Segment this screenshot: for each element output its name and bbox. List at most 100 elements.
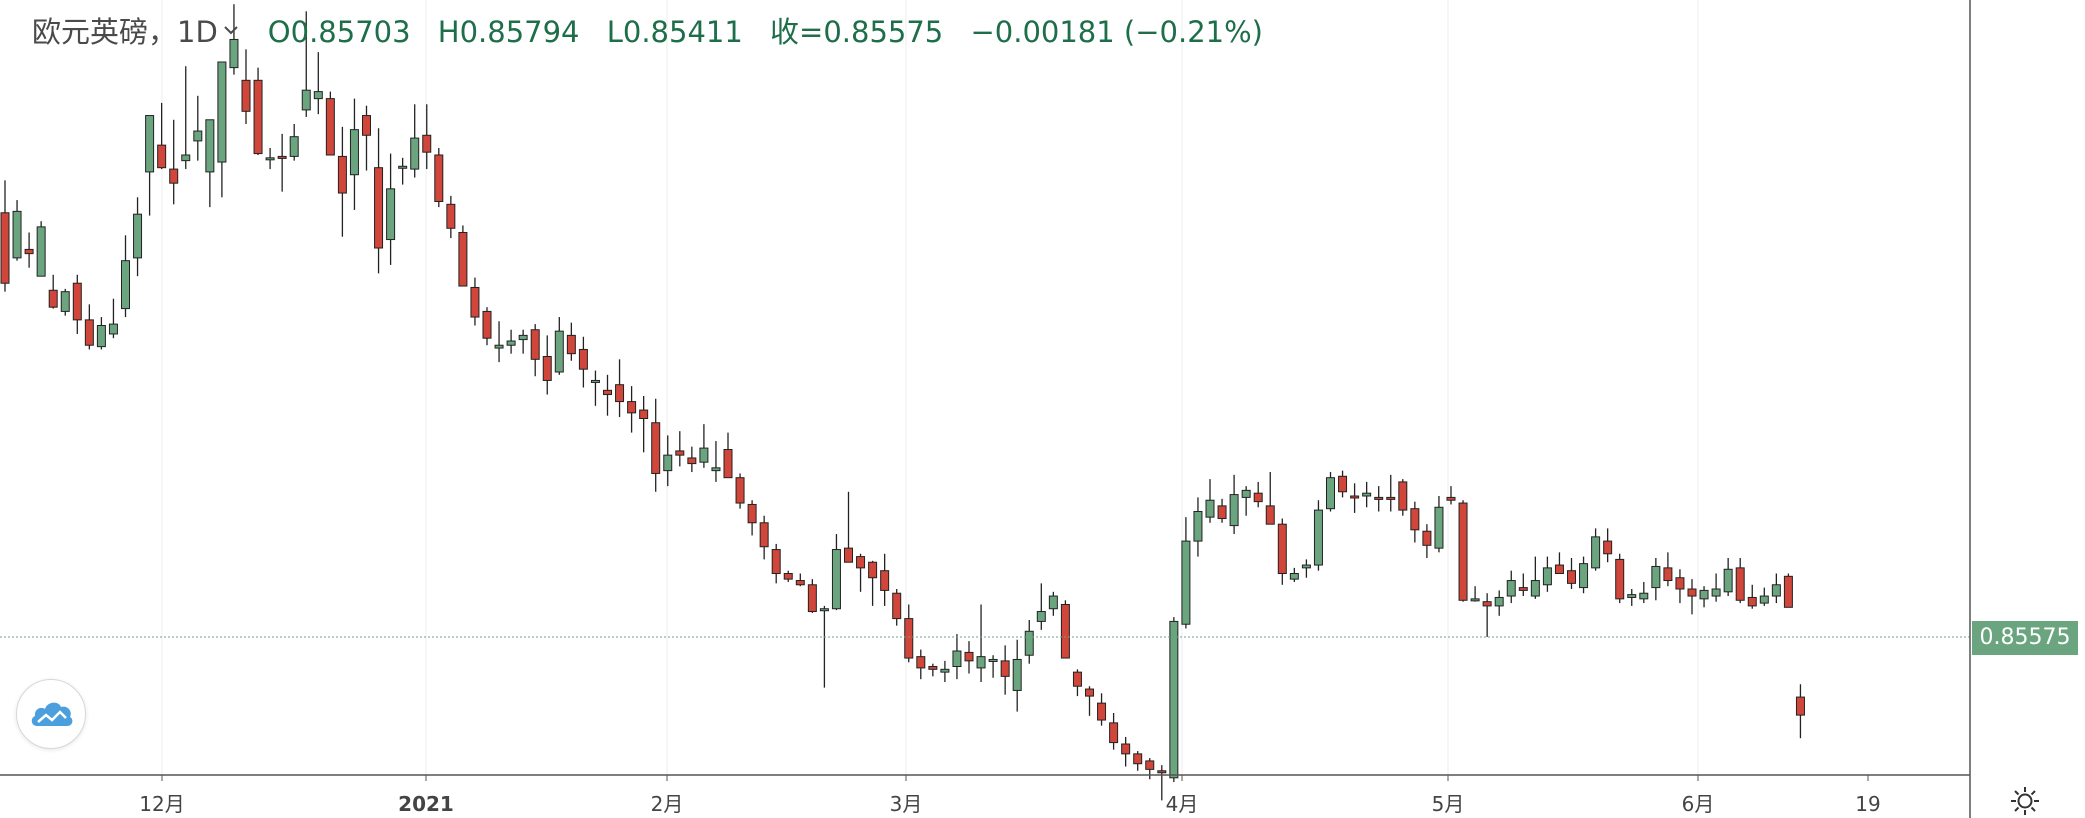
candle — [1265, 472, 1275, 525]
candle-body-down — [916, 656, 926, 669]
candle — [1229, 474, 1239, 535]
candle-body-up — [494, 344, 504, 349]
candle — [1277, 518, 1287, 585]
candle — [554, 317, 564, 375]
candle-body-down — [675, 450, 685, 456]
candle — [1783, 573, 1793, 608]
candle-body-down — [1554, 564, 1564, 575]
candle-body-up — [711, 467, 721, 472]
candle — [386, 153, 396, 265]
candle — [856, 553, 866, 592]
candle-body-down — [1109, 722, 1119, 744]
candle-body-up — [1723, 568, 1733, 593]
candle — [844, 491, 853, 563]
candle — [639, 395, 649, 453]
candle-body-down — [1060, 604, 1070, 659]
candle — [1048, 591, 1058, 616]
candle — [337, 126, 347, 237]
candle — [1000, 645, 1010, 695]
candle-body-up — [1169, 620, 1179, 779]
candle — [84, 304, 94, 350]
candle — [1627, 589, 1637, 606]
candle — [928, 663, 938, 677]
candle — [711, 441, 721, 482]
candle — [241, 49, 251, 124]
candle-body-down — [470, 286, 480, 318]
candle-body-up — [1241, 489, 1251, 498]
candle — [1615, 553, 1625, 604]
candle-body-up — [518, 334, 528, 341]
candle — [482, 307, 492, 346]
candle — [904, 604, 914, 663]
candle — [434, 147, 444, 208]
candle — [48, 274, 58, 309]
candle-body-down — [337, 155, 347, 194]
candle — [1169, 617, 1179, 783]
candle — [651, 398, 661, 492]
candle-body-up — [1012, 658, 1022, 691]
candle-body-down — [1615, 558, 1625, 600]
candle — [193, 95, 203, 161]
candle-body-down — [362, 115, 371, 136]
candle — [506, 329, 516, 354]
candle-body-down — [627, 401, 637, 414]
candle — [410, 104, 420, 178]
candle — [964, 641, 974, 674]
candle-body-down — [904, 618, 914, 659]
candle — [470, 277, 480, 326]
settings-sun-icon[interactable] — [2010, 786, 2040, 816]
candle-body-up — [1301, 564, 1311, 569]
candle — [205, 119, 215, 208]
candle-body-down — [1422, 530, 1432, 546]
candle — [1699, 586, 1709, 608]
candle — [12, 200, 22, 261]
candle-body-up — [60, 291, 70, 312]
candle — [325, 91, 335, 156]
candle — [1205, 479, 1215, 523]
chevron-down-icon[interactable] — [222, 23, 240, 37]
candle-body-up — [1193, 511, 1203, 542]
low-value: L0.85411 — [606, 15, 743, 49]
candle — [699, 424, 709, 468]
candle-body-up — [940, 668, 950, 673]
candle — [1663, 552, 1673, 587]
candle-body-up — [819, 608, 829, 612]
candle-body-up — [952, 650, 962, 667]
candle-body-down — [1386, 496, 1396, 500]
candle-body-up — [1639, 592, 1649, 600]
candle — [145, 115, 155, 216]
candle-body-up — [1627, 594, 1637, 598]
x-tick-label: 2月 — [651, 792, 684, 816]
change-value: −0.00181 (−0.21%) — [970, 15, 1263, 49]
x-tick-label: 12月 — [139, 792, 184, 816]
candle-body-down — [482, 310, 492, 339]
logo-button[interactable] — [16, 679, 86, 749]
candle — [1109, 713, 1119, 750]
candle-body-up — [121, 260, 130, 310]
x-tick-label: 5月 — [1432, 792, 1465, 816]
candle-body-down — [964, 651, 974, 662]
candle-body-down — [1410, 508, 1420, 531]
candle-body-down — [542, 356, 552, 381]
candle — [1398, 479, 1408, 516]
candle-body-up — [1759, 595, 1769, 604]
candle — [747, 500, 757, 536]
candle-body-down — [1253, 492, 1263, 503]
candle-body-up — [349, 129, 359, 176]
candle-body-up — [1313, 509, 1323, 566]
candle-body-up — [229, 38, 239, 69]
candle-body-up — [1326, 477, 1335, 510]
symbol-label[interactable]: 欧元英磅，1D — [32, 15, 218, 49]
candle — [398, 157, 408, 185]
candle — [831, 534, 841, 611]
candle-body-up — [181, 154, 191, 162]
candle — [169, 119, 179, 205]
candle — [108, 298, 118, 339]
high-value: H0.85794 — [437, 15, 580, 49]
candle-body-up — [398, 165, 408, 169]
candle — [362, 105, 371, 171]
candle-body-down — [771, 549, 781, 575]
candle — [253, 67, 263, 155]
last-price-tag: 0.85575 — [1972, 621, 2078, 655]
